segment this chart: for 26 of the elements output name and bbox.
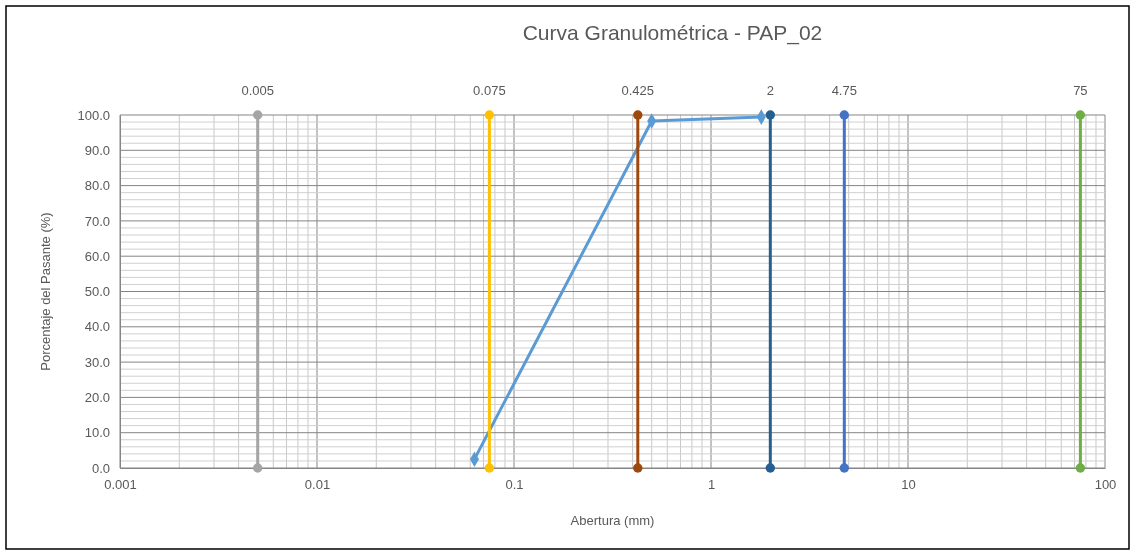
y-tick-label: 0.0 xyxy=(91,460,110,476)
x-tick-label: 0.1 xyxy=(505,477,524,493)
series-label: 0.425 xyxy=(621,83,655,98)
series-label: 75 xyxy=(1073,83,1088,98)
y-tick-label: 100.0 xyxy=(77,107,110,123)
series-label: 0.005 xyxy=(241,83,274,98)
y-tick-label: 50.0 xyxy=(84,284,110,300)
chart-title: Curva Granulométrica - PAP_02 xyxy=(522,21,823,45)
x-tick-label: 10 xyxy=(901,477,916,493)
y-tick-label: 10.0 xyxy=(84,425,110,441)
series-label: 2 xyxy=(766,83,774,98)
x-axis-title: Abertura (mm) xyxy=(570,513,655,528)
y-tick-label: 70.0 xyxy=(84,213,110,229)
x-tick-label: 1 xyxy=(707,477,716,493)
x-tick-label: 0.001 xyxy=(104,477,137,493)
x-tick-label: 0.01 xyxy=(304,477,331,493)
y-tick-label: 20.0 xyxy=(84,390,110,406)
y-tick-label: 40.0 xyxy=(84,319,110,335)
x-tick-label: 100 xyxy=(1094,477,1117,493)
y-tick-label: 30.0 xyxy=(84,354,110,370)
y-tick-label: 80.0 xyxy=(84,178,110,194)
y-tick-label: 60.0 xyxy=(84,248,110,264)
y-axis-title: Porcentaje del Pasante (%) xyxy=(38,212,53,371)
y-tick-label: 90.0 xyxy=(84,142,110,158)
series-label: 4.75 xyxy=(831,83,857,98)
series-label: 0.075 xyxy=(473,83,506,98)
